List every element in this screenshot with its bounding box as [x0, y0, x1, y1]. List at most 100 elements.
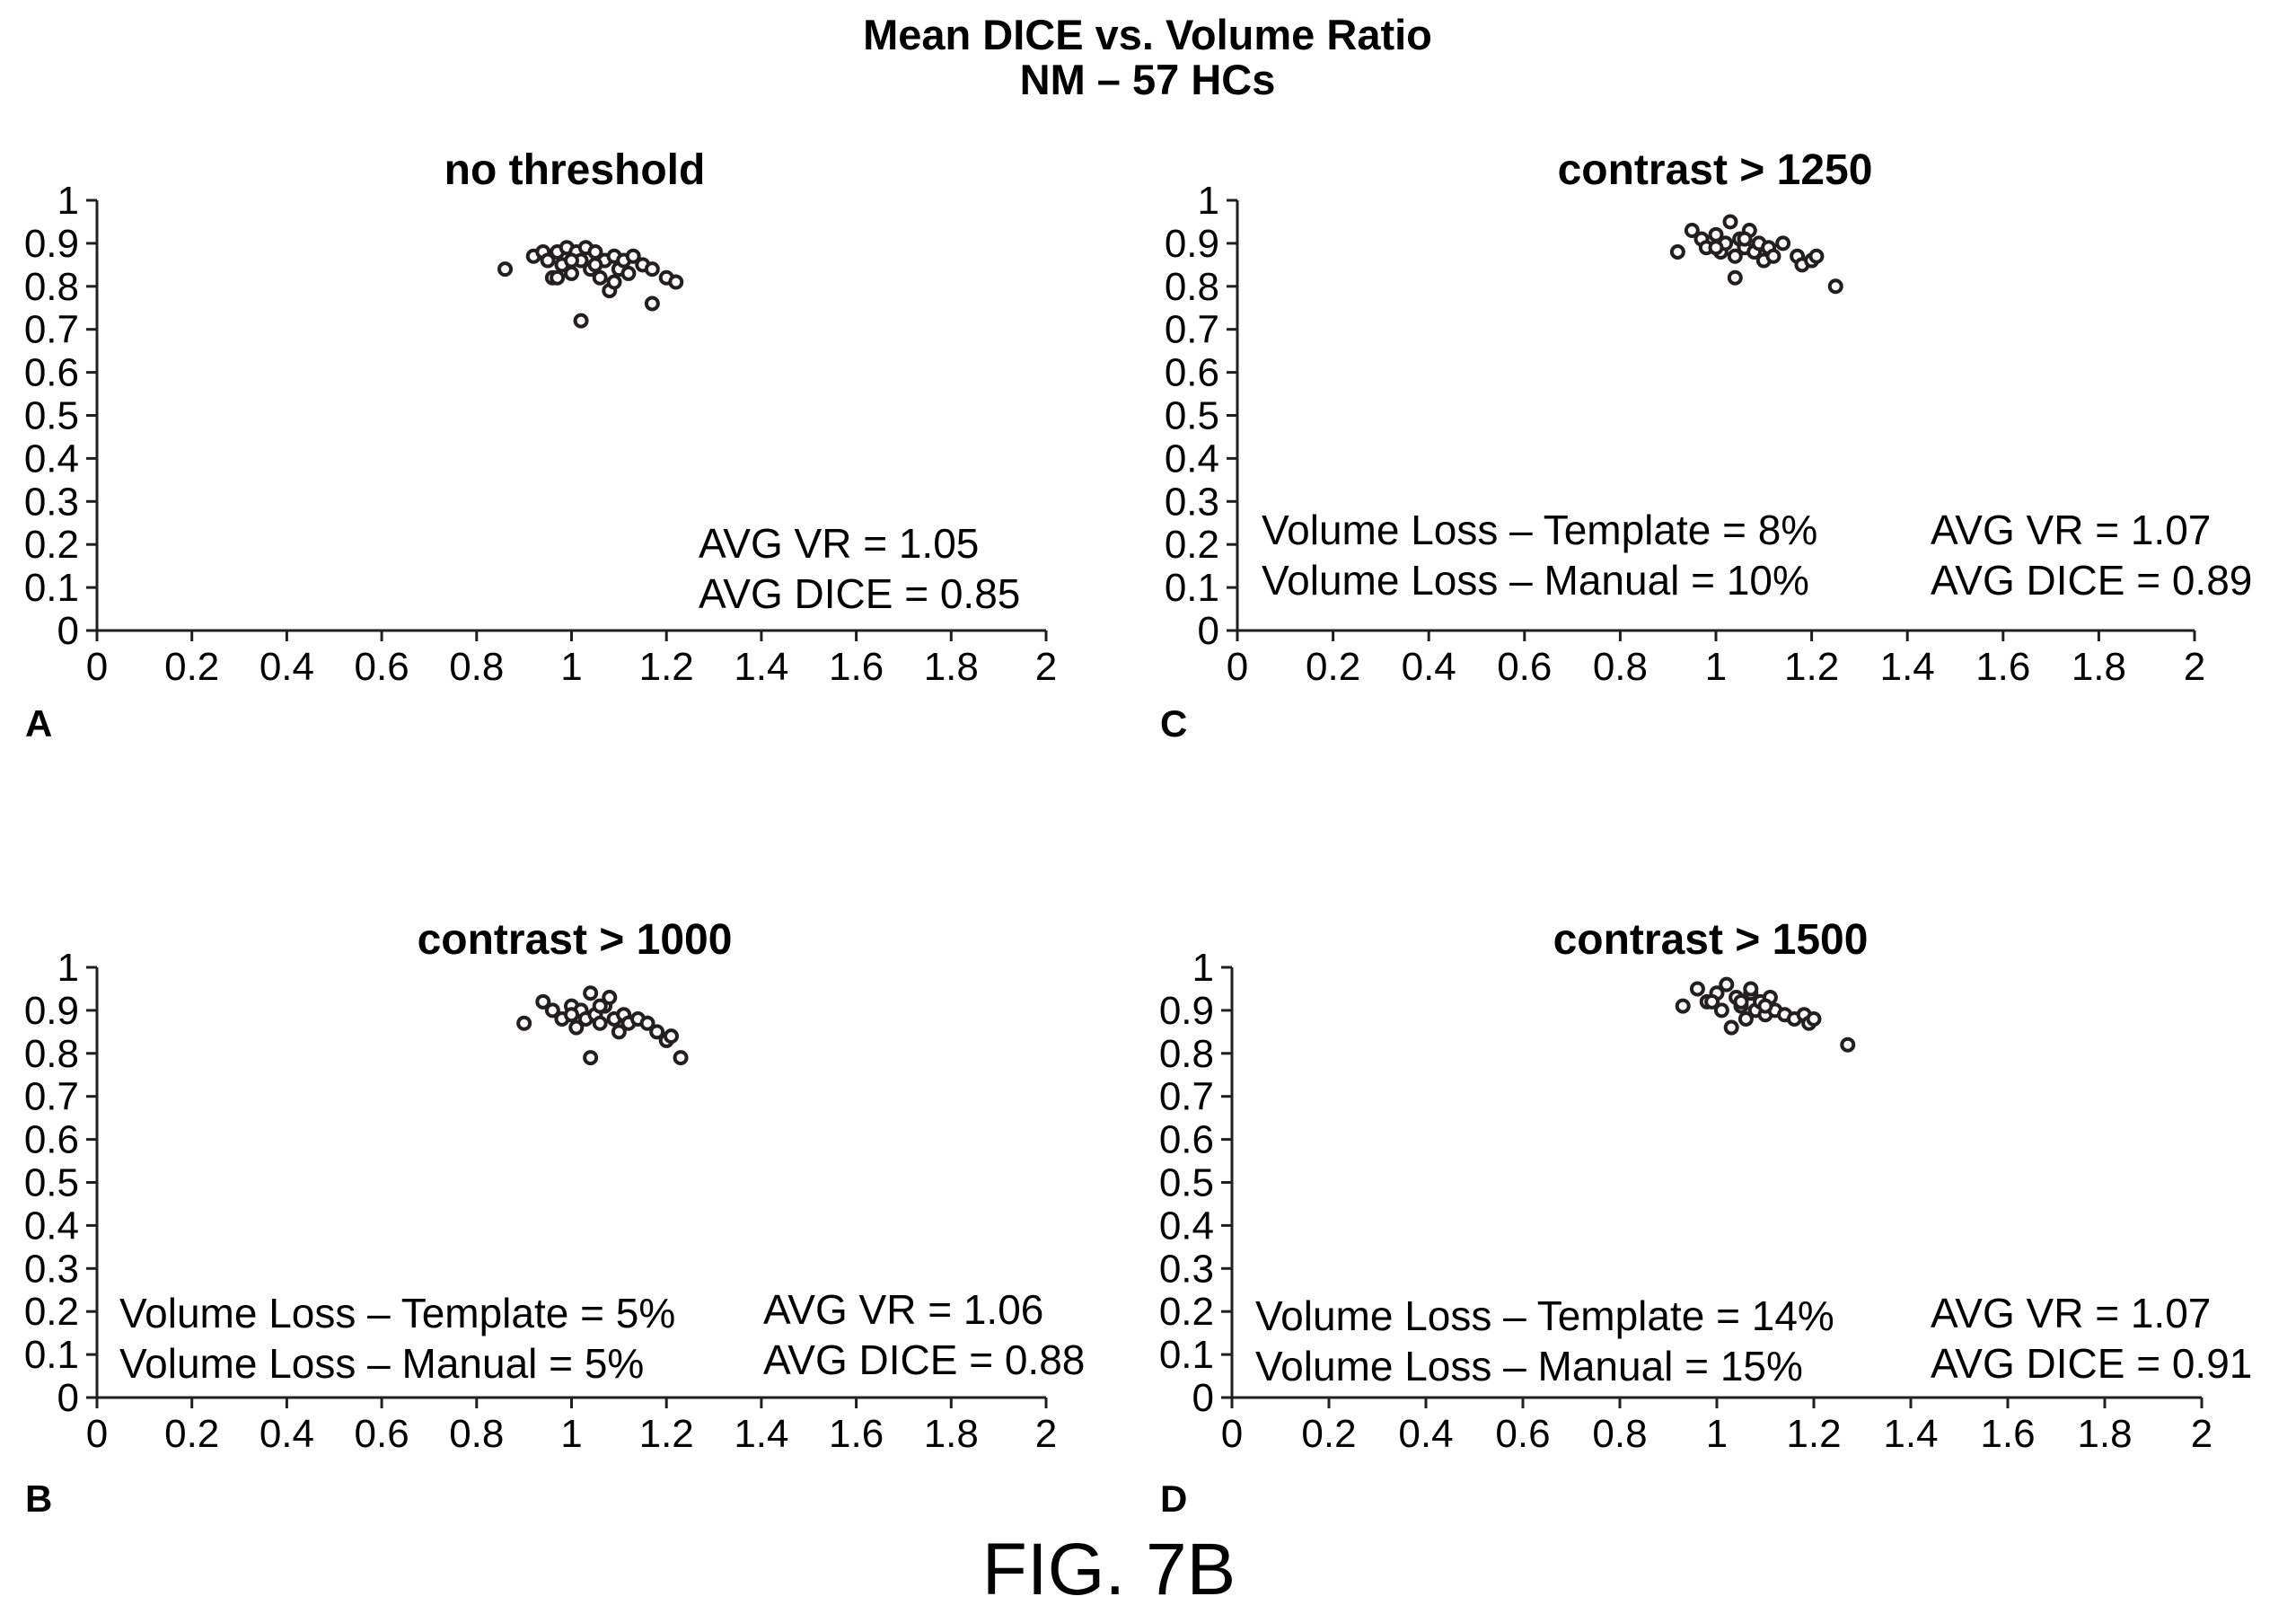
y-tick-label: 1 [1198, 179, 1219, 223]
data-point [564, 1007, 579, 1023]
data-point [1765, 248, 1781, 264]
y-tick-label: 0.4 [24, 1204, 79, 1248]
x-tick-label: 1.2 [1786, 1412, 1841, 1456]
y-tick-label: 0 [1198, 609, 1219, 653]
data-point [663, 1028, 679, 1045]
y-tick-label: 0 [57, 609, 79, 653]
y-tick-label: 0.1 [24, 1333, 79, 1377]
data-point [592, 1015, 608, 1031]
y-tick-label: 0.9 [1159, 989, 1214, 1033]
average-annotation: AVG VR = 1.07 [1931, 507, 2211, 553]
panels: no threshold00.10.20.30.40.50.60.70.80.9… [24, 146, 2253, 1520]
x-tick-label: 2 [2191, 1412, 2212, 1456]
x-tick-label: 1.2 [1784, 645, 1839, 689]
x-tick-label: 0.8 [1593, 645, 1648, 689]
data-point [1704, 993, 1720, 1010]
data-point [1806, 1010, 1822, 1027]
x-tick-label: 2 [2184, 645, 2205, 689]
y-tick-label: 0 [57, 1376, 79, 1420]
data-point [673, 1050, 689, 1066]
y-tick-label: 0.3 [1159, 1247, 1214, 1291]
x-tick-label: 0.6 [1497, 645, 1552, 689]
data-point [1719, 976, 1735, 992]
panel-title: no threshold [444, 146, 706, 194]
x-tick-label: 1.6 [829, 1412, 884, 1456]
y-tick-label: 0.6 [24, 351, 79, 395]
x-tick-label: 1.8 [2072, 645, 2126, 689]
data-point [644, 295, 660, 312]
x-tick-label: 0.8 [449, 1412, 504, 1456]
x-tick-label: 2 [1035, 1412, 1057, 1456]
y-tick-label: 0.7 [24, 1075, 79, 1119]
x-tick-label: 0.4 [260, 645, 314, 689]
y-tick-label: 0.5 [24, 1161, 79, 1205]
data-point [1684, 223, 1700, 239]
average-annotation: AVG DICE = 0.88 [763, 1336, 1085, 1383]
average-annotation: AVG DICE = 0.91 [1931, 1340, 2252, 1387]
panel-title: contrast > 1500 [1553, 916, 1869, 964]
data-point [592, 269, 608, 286]
y-tick-label: 0.6 [1159, 1118, 1214, 1162]
x-tick-label: 0.4 [1402, 645, 1456, 689]
data-point [583, 1050, 599, 1066]
y-tick-label: 0.8 [1159, 1032, 1214, 1076]
x-tick-label: 1.4 [1883, 1412, 1938, 1456]
x-tick-label: 0 [1221, 1412, 1243, 1456]
x-tick-label: 0.6 [355, 645, 409, 689]
x-tick-label: 1 [1706, 1412, 1728, 1456]
volume-loss-annotation: Volume Loss – Template = 14% [1255, 1292, 1834, 1339]
x-tick-label: 1.4 [734, 1412, 788, 1456]
y-tick-label: 0.1 [1159, 1333, 1214, 1377]
volume-loss-annotation: Volume Loss – Template = 5% [119, 1290, 675, 1336]
data-point [649, 1024, 665, 1040]
y-tick-label: 1 [57, 179, 79, 223]
data-point [1757, 998, 1773, 1014]
x-tick-label: 0 [1227, 645, 1248, 689]
y-tick-label: 0.3 [24, 1247, 79, 1291]
figure-title-line-2: NM – 57 HCs [1020, 56, 1276, 103]
y-tick-label: 0.6 [1165, 351, 1219, 395]
data-point [644, 261, 660, 278]
y-tick-label: 0.5 [1165, 394, 1219, 438]
x-tick-label: 0.2 [164, 645, 219, 689]
volume-loss-annotation: Volume Loss – Template = 8% [1262, 507, 1817, 553]
data-point [1743, 981, 1759, 997]
data-point [1689, 981, 1705, 997]
average-annotation: AVG VR = 1.07 [1931, 1290, 2211, 1336]
x-tick-label: 0.8 [449, 645, 504, 689]
data-point [1737, 231, 1753, 247]
data-point [1733, 993, 1749, 1010]
x-tick-label: 0.8 [1592, 1412, 1647, 1456]
data-point [1737, 1010, 1754, 1027]
y-tick-label: 0.1 [1165, 566, 1219, 610]
data-point [564, 252, 579, 269]
y-tick-label: 0.6 [24, 1118, 79, 1162]
panel-title: contrast > 1000 [418, 916, 733, 964]
data-point [535, 993, 551, 1010]
data-point [497, 261, 514, 278]
x-tick-label: 0.2 [164, 1412, 219, 1456]
y-tick-label: 0.8 [24, 265, 79, 309]
x-tick-label: 1 [1705, 645, 1727, 689]
data-point [1840, 1036, 1856, 1053]
y-tick-label: 0.3 [1165, 480, 1219, 524]
data-point [1775, 235, 1791, 251]
x-tick-label: 1.2 [639, 1412, 694, 1456]
data-point [1722, 214, 1738, 230]
scatter-panel-c: contrast > 125000.10.20.30.40.50.60.70.8… [1160, 146, 2252, 745]
figure-title-line-1: Mean DICE vs. Volume Ratio [863, 11, 1432, 58]
volume-loss-annotation: Volume Loss – Manual = 5% [119, 1340, 644, 1387]
y-tick-label: 0 [1192, 1376, 1214, 1420]
data-point [668, 274, 684, 290]
y-tick-label: 0.9 [1165, 222, 1219, 266]
y-tick-label: 0.2 [1159, 1290, 1214, 1334]
data-point [573, 313, 589, 329]
data-point [1708, 240, 1724, 256]
data-point [1669, 243, 1685, 260]
x-tick-label: 0.6 [1495, 1412, 1550, 1456]
data-point [1727, 269, 1743, 286]
y-tick-label: 0.7 [1159, 1075, 1214, 1119]
data-point [544, 1002, 560, 1019]
y-tick-label: 0.9 [24, 989, 79, 1033]
data-point [1713, 1002, 1729, 1019]
